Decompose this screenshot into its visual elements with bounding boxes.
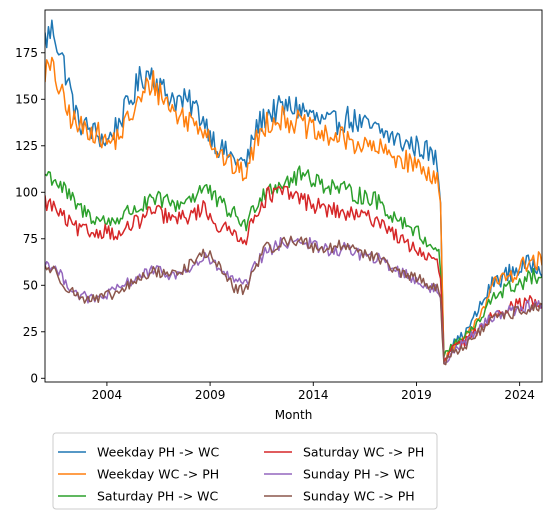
legend: Weekday PH -> WC Weekday WC -> PH Saturday…	[52, 432, 438, 510]
series-line-3	[45, 165, 542, 358]
x-axis-title: Month	[275, 408, 313, 422]
legend-label: Saturday PH -> WC	[97, 489, 219, 504]
y-tick-label: 175	[15, 46, 38, 60]
y-tick-label: 75	[23, 232, 38, 246]
y-axis: 0 25 50 75 100 125 150 175	[15, 46, 45, 385]
x-tick-label: 2019	[401, 388, 432, 402]
y-tick-label: 100	[15, 185, 38, 199]
x-axis: 2004 2009 2014 2019 2024	[92, 382, 535, 402]
y-tick-label: 25	[23, 325, 38, 339]
legend-label: Weekday WC -> PH	[97, 467, 219, 482]
x-tick-label: 2009	[195, 388, 226, 402]
y-tick-label: 150	[15, 92, 38, 106]
y-tick-label: 0	[30, 371, 38, 385]
series-line-2	[45, 56, 542, 365]
legend-box	[52, 432, 438, 510]
plot-area	[45, 19, 542, 366]
plot-frame	[44, 9, 543, 383]
legend-label: Sunday WC -> PH	[303, 489, 415, 504]
y-tick-label: 125	[15, 139, 38, 153]
series-line-5	[45, 236, 542, 365]
x-tick-label: 2014	[298, 388, 329, 402]
legend-label: Saturday WC -> PH	[303, 445, 424, 460]
legend-label: Sunday PH -> WC	[303, 467, 415, 482]
series-line-6	[45, 235, 542, 366]
series-line-4	[45, 185, 542, 363]
x-tick-label: 2024	[504, 388, 535, 402]
legend-label: Weekday PH -> WC	[97, 445, 219, 460]
y-tick-label: 50	[23, 278, 38, 292]
x-tick-label: 2004	[92, 388, 123, 402]
series-line-1	[45, 19, 542, 362]
